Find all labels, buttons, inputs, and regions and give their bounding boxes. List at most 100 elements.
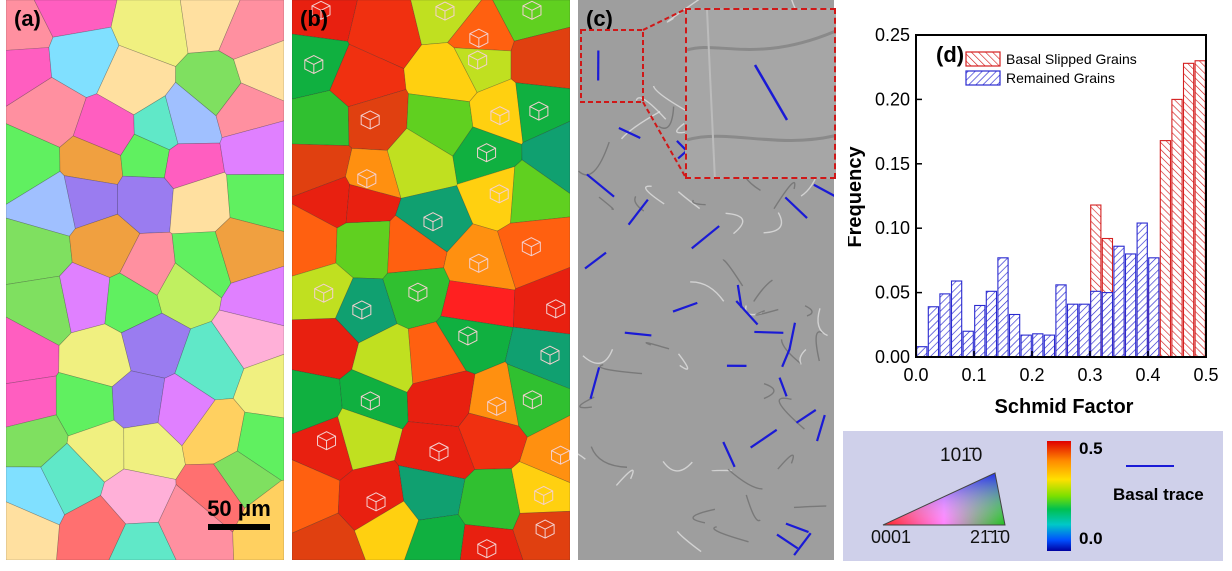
hcp-unit-cell (489, 184, 509, 204)
grain-boundary (677, 191, 701, 210)
bar-basal-slipped-23 (1182, 62, 1195, 358)
grain (211, 309, 284, 370)
grain (457, 468, 521, 531)
plot-frame (915, 34, 1207, 358)
bar-remained-9 (1020, 334, 1032, 358)
grain-boundary (644, 185, 665, 205)
x-tick-label: 0.5 (1193, 365, 1218, 385)
bar-remained-6 (985, 290, 998, 358)
grain-boundary (755, 308, 779, 316)
bar-remained-15 (1090, 290, 1102, 358)
grain-boundary (590, 446, 628, 468)
bar-basal-slipped-24 (1194, 60, 1206, 358)
grain (512, 510, 570, 560)
scale-bar-label: 50 μm (207, 496, 271, 521)
hcp-unit-cell (317, 431, 337, 451)
grain (175, 50, 242, 117)
schmid-factor-grain-map (292, 0, 570, 560)
colorbar-max-label: 0.5 (1079, 439, 1103, 458)
grain-boundary (645, 341, 670, 350)
grain-boundary (780, 339, 803, 365)
hcp-unit-cell (435, 1, 455, 21)
colorbar-min-label: 0.0 (1079, 529, 1103, 548)
hcp-unit-cell (477, 143, 497, 163)
basal-trace (784, 196, 808, 219)
bar-remained-18 (1124, 253, 1137, 358)
bar-remained-1 (927, 306, 940, 358)
bar-remained-4 (962, 330, 974, 358)
y-tick-label: 0.00 (875, 347, 910, 367)
inset-boundary (706, 10, 716, 177)
basal-trace-label: Basal trace (1113, 485, 1204, 504)
grain (469, 78, 524, 145)
hcp-unit-cell (529, 101, 549, 121)
panel-b-label: (b) (300, 6, 329, 31)
zoom-inset-image (687, 10, 834, 177)
basal-trace (785, 522, 809, 534)
hcp-unit-cell (304, 54, 324, 75)
basal-trace (776, 533, 799, 550)
y-tick-label: 0.05 (875, 283, 910, 303)
bar-remained-13 (1066, 303, 1079, 358)
hcp-unit-cell (534, 485, 554, 505)
inset-basal-trace (753, 64, 789, 121)
legend-label-basal-slipped: Basal Slipped Grains (1006, 51, 1137, 67)
grain (510, 159, 570, 224)
hcp-unit-cell (546, 299, 566, 319)
grain (497, 216, 570, 290)
ipf-color-triangle (882, 472, 1006, 526)
hcp-unit-cell (540, 345, 560, 365)
grain-boundary (804, 305, 813, 317)
inset-background (687, 10, 834, 177)
bar-remained-17 (1113, 245, 1125, 358)
grain-boundary (578, 141, 610, 176)
basal-trace (781, 348, 791, 368)
ipf-triangle-overlay (883, 473, 1005, 525)
grain (443, 223, 516, 291)
basal-trace (627, 198, 649, 226)
hcp-unit-cell (314, 283, 334, 303)
y-tick-label: 0.20 (875, 89, 910, 109)
grain (292, 143, 353, 198)
basal-trace (778, 377, 788, 397)
grain-boundary (763, 212, 783, 234)
hcp-unit-cell (352, 300, 372, 320)
ipf-grain-map (6, 0, 284, 560)
bar-remained-19 (1136, 222, 1148, 358)
x-tick-label: 0.1 (961, 365, 986, 385)
bar-remained-12 (1055, 284, 1067, 358)
grain (157, 373, 216, 447)
bar-basal-slipped-21 (1159, 140, 1172, 358)
hcp-unit-cell (535, 519, 555, 539)
grain-boundary (690, 281, 725, 302)
bar-remained-20 (1148, 257, 1160, 358)
y-axis-title: Frequency (848, 146, 866, 248)
y-tick-label: 0.15 (875, 154, 910, 174)
hcp-unit-cell (429, 442, 449, 462)
ipf-label-prism: 101̄0 (940, 445, 983, 466)
x-tick-label: 0.3 (1077, 365, 1102, 385)
hcp-unit-cell (551, 445, 570, 465)
bar-remained-3 (950, 280, 963, 358)
hcp-unit-cell (311, 0, 331, 20)
x-tick-label: 0.2 (1019, 365, 1044, 385)
grain (492, 0, 570, 42)
panel-c-label: (c) (586, 6, 613, 31)
basal-trace (736, 284, 743, 308)
bar-remained-5 (974, 304, 986, 358)
bar-remained-0 (916, 346, 928, 358)
grain (406, 93, 474, 157)
scale-bar: 50 μm (199, 496, 279, 530)
grain-boundary (817, 308, 828, 337)
grain (171, 231, 232, 299)
grain-boundary (722, 259, 744, 287)
bar-basal-slipped-22 (1171, 98, 1183, 358)
grain-boundary (713, 526, 749, 543)
inset-boundary (687, 134, 834, 142)
hcp-unit-cell (468, 50, 488, 70)
grain-boundary (579, 396, 595, 409)
grain (215, 82, 284, 139)
grain (214, 217, 284, 284)
basal-trace (618, 126, 641, 139)
grain-boundary (676, 530, 702, 553)
